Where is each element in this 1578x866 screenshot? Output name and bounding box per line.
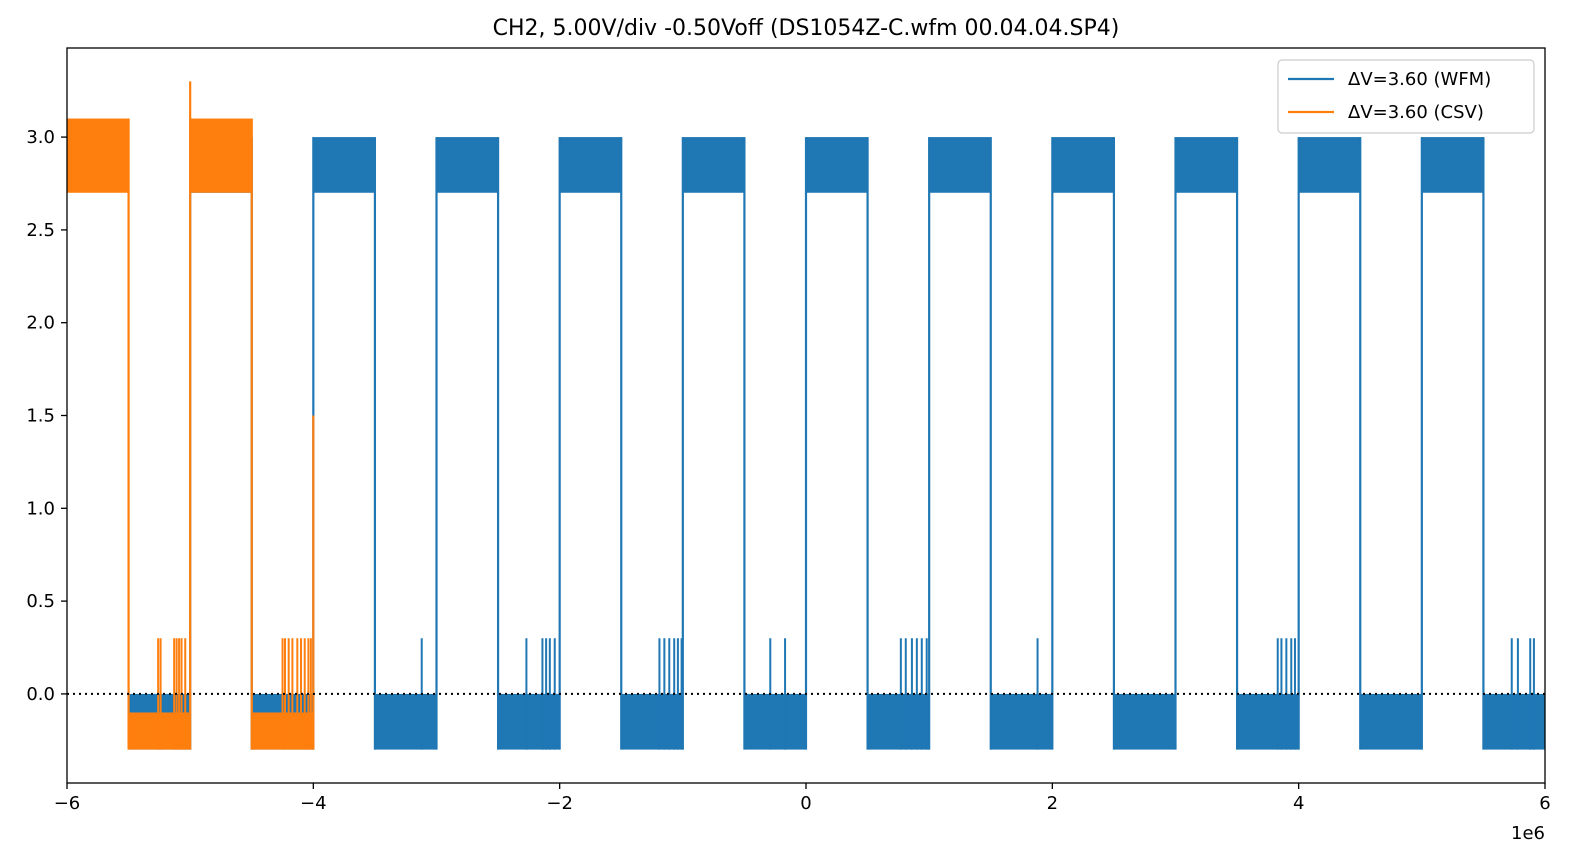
series-csv: [67, 81, 315, 750]
high-band-segment: [436, 137, 499, 193]
x-tick-label: 2: [1047, 793, 1058, 814]
y-tick-label: 0.5: [26, 591, 55, 612]
x-tick-label: −6: [54, 793, 81, 814]
y-tick-label: 1.0: [26, 498, 55, 519]
y-tick-label: 1.5: [26, 406, 55, 427]
plot-content: [67, 81, 1545, 750]
y-tick-label: 3.0: [26, 127, 55, 148]
legend-label: ΔV=3.60 (WFM): [1348, 69, 1491, 90]
x-tick-label: −4: [300, 793, 327, 814]
series-wfm: [128, 137, 1545, 750]
x-tick-label: 0: [800, 793, 811, 814]
high-band-segment: [929, 137, 991, 193]
legend-box: [1277, 59, 1535, 134]
plot-area: [67, 81, 1545, 750]
low-band-segment: [990, 693, 1053, 750]
high-band-segment: [1421, 137, 1484, 193]
chart-title: CH2, 5.00V/div -0.50Voff (DS1054Z-C.wfm …: [493, 16, 1120, 41]
legend: ΔV=3.60 (WFM) ΔV=3.60 (CSV): [1277, 59, 1535, 134]
low-band-segment: [867, 693, 930, 750]
legend-label: ΔV=3.60 (CSV): [1348, 102, 1484, 123]
x-tick-label: 6: [1539, 793, 1550, 814]
high-band-segment: [313, 137, 375, 193]
low-band-segment: [1483, 693, 1545, 750]
x-tick-label: 4: [1293, 793, 1304, 814]
high-band-segment: [806, 137, 868, 193]
low-band-segment: [1113, 693, 1176, 750]
high-band-segment: [559, 137, 622, 193]
high-band-segment: [1298, 137, 1361, 193]
y-tick-label: 2.0: [26, 313, 55, 334]
low-band-segment: [621, 693, 683, 750]
y-tick-label: 2.5: [26, 220, 55, 241]
axes: −6 −4 −2 0 2 4 6 1e6 0.0 0.5 1.0 1.5 2.0 2.5 3.0: [26, 47, 1551, 844]
high-band-segment: [190, 118, 252, 193]
low-band-segment: [1360, 693, 1422, 750]
high-band-segment: [1175, 137, 1238, 193]
y-tick-label: 0.0: [26, 684, 55, 705]
high-band-segment: [1052, 137, 1114, 193]
low-band-segment: [1237, 693, 1299, 750]
low-band-segment: [374, 693, 437, 750]
high-band-segment: [682, 137, 745, 193]
high-band-segment: [67, 118, 129, 193]
x-tick-label: −2: [546, 793, 573, 814]
x-axis-scale-label: 1e6: [1511, 823, 1545, 844]
low-band-segment: [744, 693, 806, 750]
